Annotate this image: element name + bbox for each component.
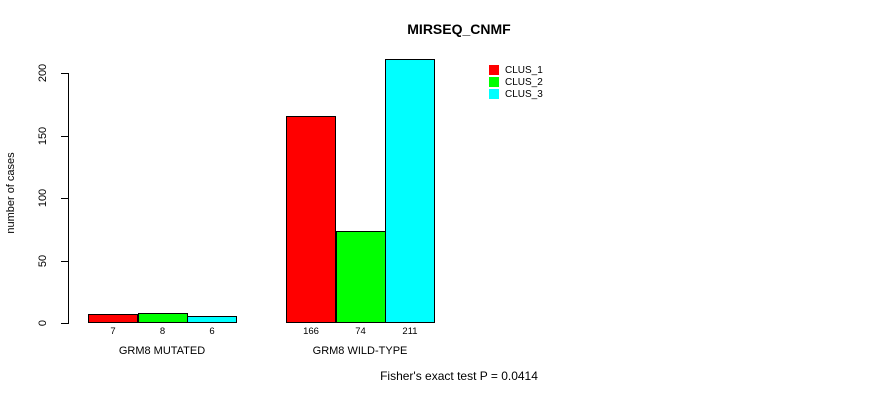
legend-swatch-icon [489, 89, 499, 99]
bar-value-label: 7 [110, 326, 116, 337]
y-axis-tick [61, 260, 68, 262]
y-axis-tick [61, 135, 68, 137]
legend-item: CLUS_2 [489, 76, 543, 88]
x-category-label: GRM8 MUTATED [118, 345, 206, 357]
legend-item: CLUS_3 [489, 88, 543, 100]
y-tick-label: 100 [37, 188, 49, 208]
y-tick-label: 0 [37, 319, 49, 327]
bar-clus-3-grm8-wild-type [385, 59, 435, 323]
legend-item: CLUS_1 [489, 64, 543, 76]
legend: CLUS_1 CLUS_2 CLUS_3 [489, 64, 543, 100]
x-category-label: GRM8 WILD-TYPE [312, 345, 408, 357]
chart-title: MIRSEQ_CNMF [407, 21, 511, 37]
y-axis-tick [61, 323, 68, 324]
y-axis-line [68, 73, 69, 324]
bar-value-label: 166 [303, 326, 319, 337]
y-tick-label: 50 [37, 254, 49, 267]
bar-clus-1-grm8-wild-type [286, 115, 336, 323]
y-tick-label: 150 [37, 126, 49, 145]
legend-label: CLUS_1 [505, 64, 543, 76]
bar-value-label: 74 [355, 326, 366, 337]
legend-swatch-icon [489, 77, 499, 87]
bar-clus-1-grm8-mutated [88, 314, 138, 323]
bar-value-label: 211 [402, 326, 418, 337]
bar-clus-3-grm8-mutated [187, 315, 237, 323]
y-axis-tick [61, 198, 68, 199]
bar-clus-2-grm8-mutated [137, 313, 188, 323]
y-tick-label: 200 [37, 63, 49, 83]
legend-label: CLUS_2 [505, 76, 543, 88]
bar-value-label: 8 [159, 326, 166, 337]
y-axis-tick [61, 73, 68, 74]
bar-value-label: 6 [209, 326, 215, 337]
legend-swatch-icon [489, 65, 499, 75]
legend-label: CLUS_3 [505, 88, 543, 100]
bar-clus-2-grm8-wild-type [335, 230, 386, 323]
annotation-text: Fisher's exact test P = 0.0414 [380, 369, 538, 383]
